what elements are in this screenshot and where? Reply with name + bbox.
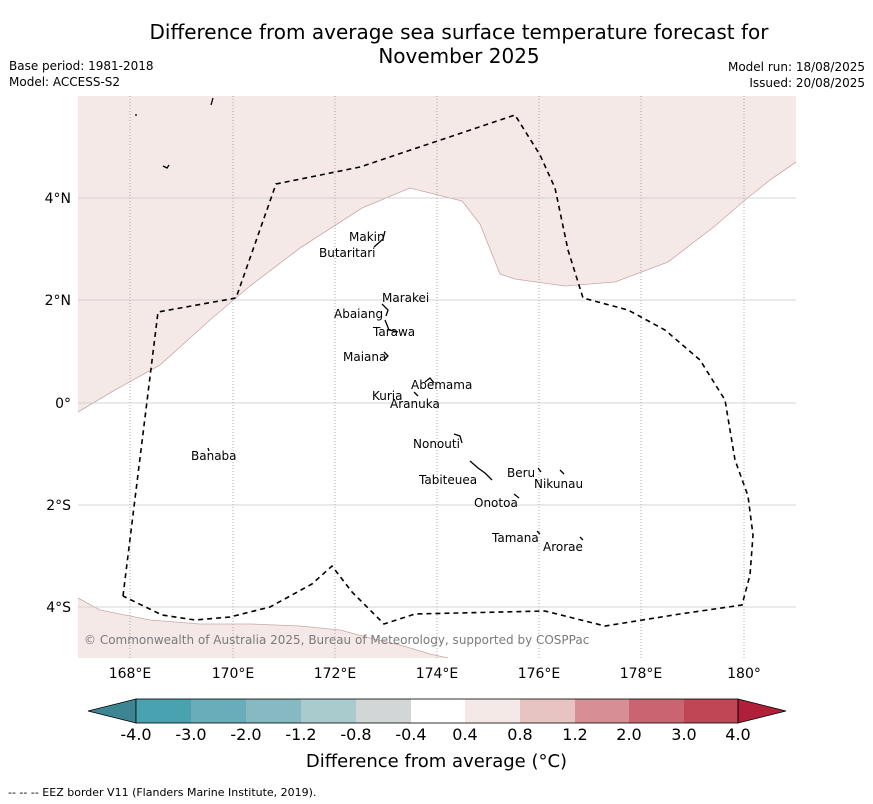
anomaly-region-north: [78, 96, 796, 412]
island-shape-tarawa: [384, 319, 399, 333]
island-label-tarawa: Tarawa: [372, 325, 415, 339]
colorbar-label-1: -4.0: [120, 725, 151, 744]
colorbar-label-7: 0.4: [452, 725, 477, 744]
colorbar-label-8: 0.8: [507, 725, 532, 744]
island-label-abemama: Abemama: [411, 378, 472, 392]
island-shape-beru: [537, 467, 542, 473]
island-label-makin: Makin: [349, 230, 385, 244]
island-shape-maiana: [383, 351, 389, 361]
island-shape-nonouti: [453, 433, 463, 444]
lon-tick-168: 168°E: [109, 666, 152, 682]
island-label-kuria: Kuria: [372, 389, 403, 403]
colorbar-label-9: 1.2: [562, 725, 587, 744]
issued-date: Issued: 20/08/2025: [749, 76, 865, 90]
lat-tick-labels: 4°N 2°N 0° 2°S 4°S: [45, 191, 72, 616]
island-shape-onotoa: [513, 493, 520, 499]
island-shape-banaba: [207, 447, 210, 452]
base-period: Base period: 1981-2018: [9, 59, 154, 73]
grid: [78, 96, 796, 658]
island-shape-butaritari: [373, 230, 386, 248]
map-title: Difference from average sea surface temp…: [0, 20, 873, 68]
colorbar-label-6: -0.4: [395, 725, 426, 744]
colorbar-label-10: 2.0: [616, 725, 641, 744]
colorbar-labels: -4.0 -3.0 -2.0 -1.2 -0.8 -0.4 0.4 0.8 1.…: [120, 725, 750, 744]
map-area: Makin Butaritari Marakei Abaiang Tarawa …: [77, 96, 797, 659]
colorbar-segment-4: [301, 699, 356, 723]
colorbar-segment-1: [136, 699, 191, 723]
run-info: Model run: 18/08/2025 Issued: 20/08/2025: [728, 59, 865, 91]
colorbar-label-3: -2.0: [230, 725, 261, 744]
island-label-marakei: Marakei: [382, 291, 429, 305]
lat-tick-4s: 4°S: [46, 600, 71, 616]
colorbar-segment-7: [465, 699, 520, 723]
copyright-notice: © Commonwealth of Australia 2025, Bureau…: [84, 633, 589, 647]
eez-border: [122, 114, 754, 627]
island-label-nonouti: Nonouti: [413, 437, 460, 451]
island-label-arorae: Arorae: [543, 540, 583, 554]
lon-tick-170: 170°E: [212, 666, 255, 682]
island-shape-arorae: [579, 536, 584, 541]
lat-tick-4n: 4°N: [45, 191, 71, 207]
lat-tick-0: 0°: [55, 396, 71, 412]
colorbar-title: Difference from average (°C): [305, 751, 568, 772]
anomaly-contour-north: [77, 161, 797, 413]
colorbar-outline: [135, 698, 739, 724]
island-label-maiana: Maiana: [343, 350, 386, 364]
island-label-banaba: Banaba: [191, 449, 237, 463]
model-info: Base period: 1981-2018 Model: ACCESS-S2: [9, 58, 154, 90]
lat-tick-2s: 2°S: [46, 498, 71, 514]
lon-tick-labels: 168°E 170°E 172°E 174°E 176°E 178°E 180°: [109, 666, 761, 682]
island-shape-marakei: [381, 303, 389, 317]
colorbar-segment-10: [629, 699, 684, 723]
island-labels: Makin Butaritari Marakei Abaiang Tarawa …: [191, 230, 583, 554]
eez-footnote: -- -- -- EEZ border V11 (Flanders Marine…: [8, 786, 317, 799]
island-label-nikunau: Nikunau: [534, 477, 583, 491]
colorbar-extend-high: [737, 698, 787, 724]
island-shape-north-2: [210, 97, 214, 106]
colorbar-label-4: -1.2: [285, 725, 316, 744]
colorbar-label-12: 4.0: [725, 725, 750, 744]
island-shape-tamana: [536, 530, 541, 535]
island-shape-north-1: [162, 164, 170, 169]
anomaly-region-south: [78, 598, 448, 658]
lon-tick-172: 172°E: [314, 666, 357, 682]
lon-tick-178: 178°E: [620, 666, 663, 682]
colorbar-label-5: -0.8: [340, 725, 371, 744]
model-name: Model: ACCESS-S2: [9, 75, 121, 89]
title-line-2: November 2025: [378, 44, 540, 68]
colorbar-segment-6: [411, 699, 465, 723]
island-shape-aranuka: [413, 391, 419, 397]
colorbar-segment-8: [520, 699, 575, 723]
colorbar-segment-11: [684, 699, 738, 723]
island-label-tabiteuea: Tabiteuea: [418, 473, 477, 487]
island-label-onotoa: Onotoa: [474, 496, 518, 510]
model-run: Model run: 18/08/2025: [727, 60, 865, 74]
lon-tick-176: 176°E: [518, 666, 561, 682]
anomaly-contour-south: [77, 597, 449, 659]
lon-tick-180: 180°: [727, 666, 761, 682]
colorbar-label-2: -3.0: [175, 725, 206, 744]
island-label-beru: Beru: [507, 466, 535, 480]
colorbar-segment-2: [191, 699, 246, 723]
colorbar-segment-5: [356, 699, 411, 723]
colorbar-segment-9: [575, 699, 629, 723]
island-shape-abemama: [424, 377, 435, 384]
island-shape-nikunau: [559, 469, 565, 475]
title-line-1: Difference from average sea surface temp…: [149, 20, 769, 44]
island-label-aranuka: Aranuka: [390, 397, 440, 411]
island-label-tamana: Tamana: [491, 531, 539, 545]
colorbar-extend-low: [87, 698, 137, 724]
islands: [135, 97, 584, 541]
colorbar: [87, 698, 787, 724]
lat-tick-2n: 2°N: [45, 293, 71, 309]
island-label-abaiang: Abaiang: [334, 307, 383, 321]
island-label-butaritari: Butaritari: [319, 246, 376, 260]
lon-tick-174: 174°E: [416, 666, 459, 682]
colorbar-label-11: 3.0: [671, 725, 696, 744]
island-shape-tabiteuea: [469, 460, 493, 481]
colorbar-segment-3: [246, 699, 301, 723]
